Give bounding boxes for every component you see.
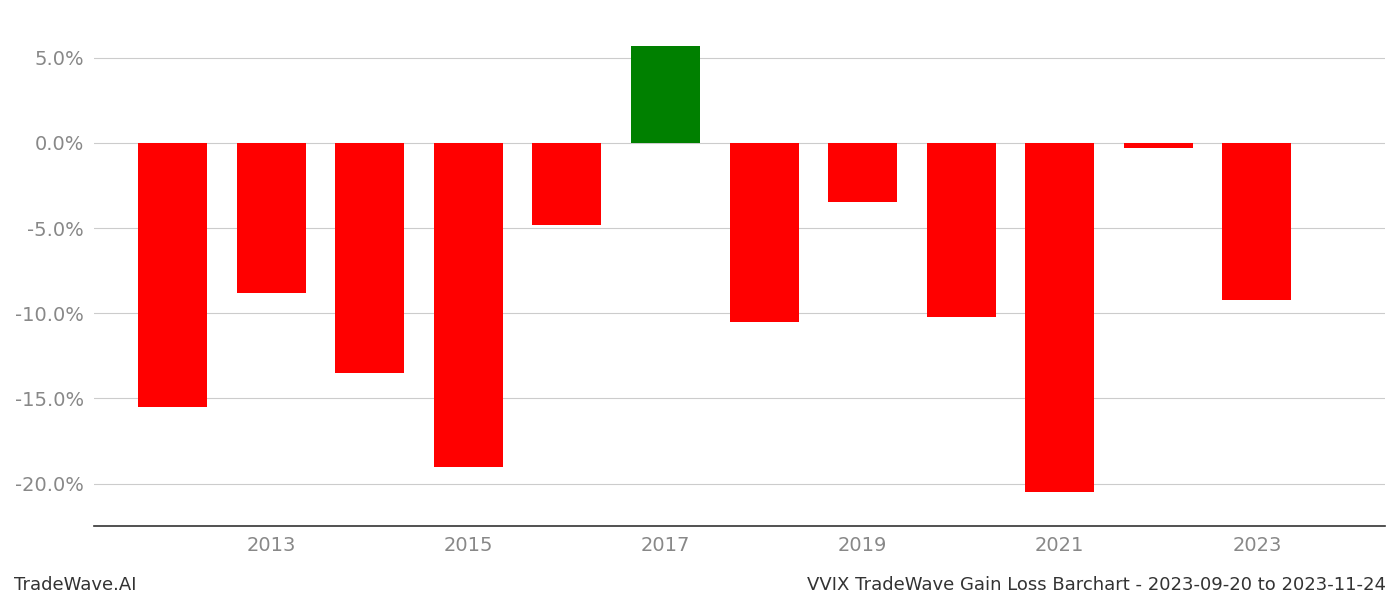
Bar (336, 143, 405, 373)
Bar (927, 143, 995, 317)
Bar (1222, 143, 1291, 299)
Bar (237, 143, 305, 293)
Text: VVIX TradeWave Gain Loss Barchart - 2023-09-20 to 2023-11-24: VVIX TradeWave Gain Loss Barchart - 2023… (806, 576, 1386, 594)
Bar (1124, 143, 1193, 148)
Bar (139, 143, 207, 407)
Bar (631, 46, 700, 143)
Text: TradeWave.AI: TradeWave.AI (14, 576, 137, 594)
Bar (434, 143, 503, 467)
Bar (1025, 143, 1095, 492)
Bar (829, 143, 897, 202)
Bar (532, 143, 602, 224)
Bar (729, 143, 798, 322)
